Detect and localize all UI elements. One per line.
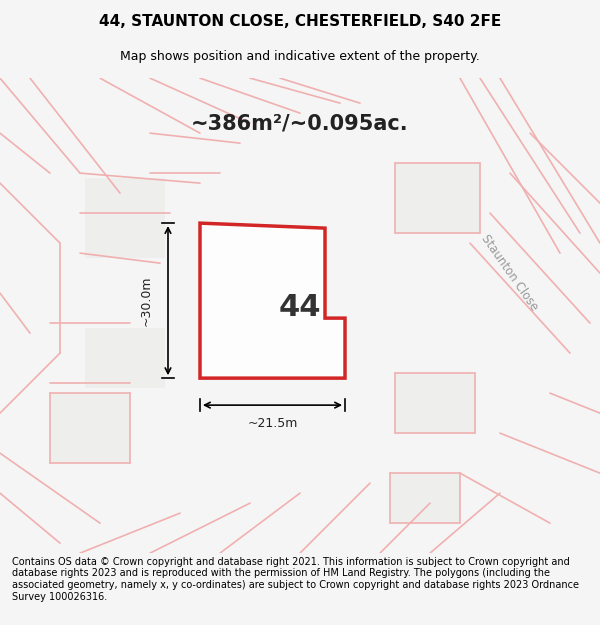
Text: Map shows position and indicative extent of the property.: Map shows position and indicative extent… xyxy=(120,50,480,62)
Text: ~30.0m: ~30.0m xyxy=(139,276,152,326)
Text: 44, STAUNTON CLOSE, CHESTERFIELD, S40 2FE: 44, STAUNTON CLOSE, CHESTERFIELD, S40 2F… xyxy=(99,14,501,29)
Text: ~386m²/~0.095ac.: ~386m²/~0.095ac. xyxy=(191,113,409,133)
Bar xyxy=(50,393,130,463)
Text: Contains OS data © Crown copyright and database right 2021. This information is : Contains OS data © Crown copyright and d… xyxy=(12,557,579,601)
Bar xyxy=(85,178,165,258)
Bar xyxy=(395,373,475,433)
Text: 44: 44 xyxy=(279,292,321,322)
Bar xyxy=(85,328,165,388)
Bar xyxy=(390,473,460,523)
Bar xyxy=(395,163,480,233)
Text: Staunton Close: Staunton Close xyxy=(479,232,541,314)
Polygon shape xyxy=(200,223,345,378)
Text: ~21.5m: ~21.5m xyxy=(247,417,298,429)
